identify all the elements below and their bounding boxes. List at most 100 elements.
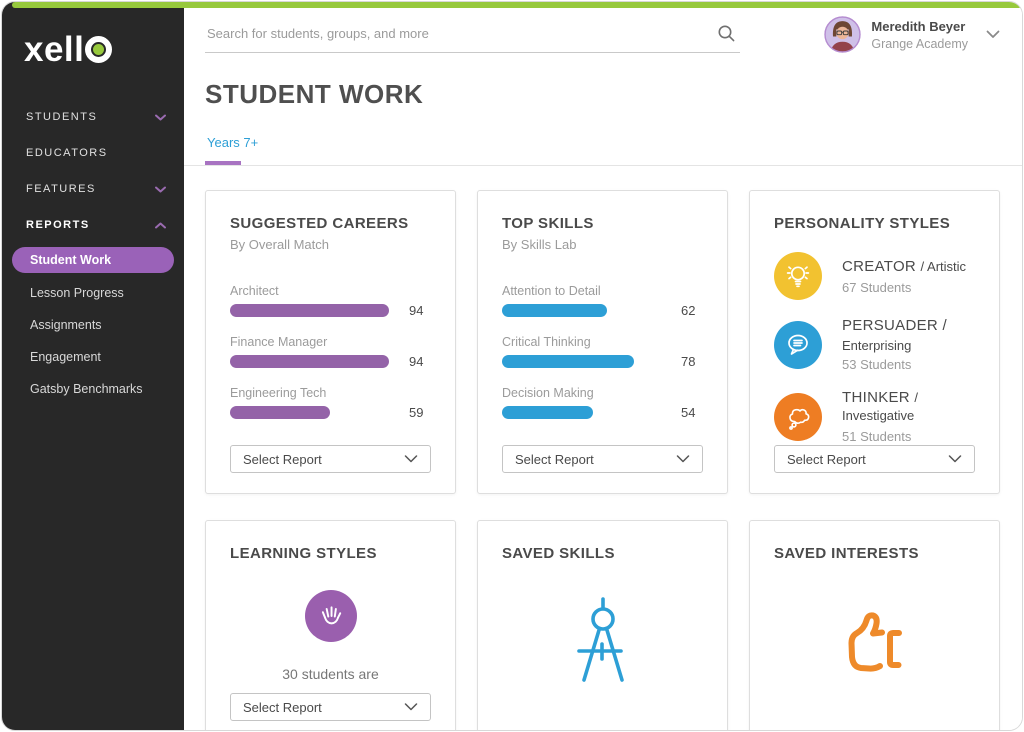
search-input[interactable] xyxy=(205,18,740,53)
bar xyxy=(230,406,330,419)
card-title: SAVED SKILLS xyxy=(502,545,615,562)
bar xyxy=(502,304,607,317)
dropdown-label: Select Report xyxy=(515,451,594,467)
hand-icon xyxy=(304,590,357,642)
logo-text: xell xyxy=(24,30,85,69)
dropdown-label: Select Report xyxy=(243,451,322,467)
select-report-dropdown[interactable]: Select Report xyxy=(502,445,703,473)
card-suggested-careers: SUGGESTED CAREERS By Overall Match Archi… xyxy=(205,190,456,494)
card-title: PERSONALITY STYLES xyxy=(774,215,951,232)
sidebar-item-lesson-progress[interactable]: Lesson Progress xyxy=(30,286,124,300)
sidebar-item-label: STUDENTS xyxy=(26,111,98,123)
card-saved-interests: SAVED INTERESTS View Report xyxy=(749,520,1000,730)
bar xyxy=(502,355,634,368)
sidebar-item-gatsby-benchmarks[interactable]: Gatsby Benchmarks xyxy=(30,382,143,396)
bar-row: Decision Making 54 xyxy=(502,386,703,420)
logo-o-icon xyxy=(85,36,113,63)
sidebar-nav: STUDENTS EDUCATORS FEATURES REPORTS Stud… xyxy=(2,99,184,405)
bar-label: Engineering Tech xyxy=(230,386,327,400)
card-subtitle: By Overall Match xyxy=(230,237,329,252)
sidebar-item-engagement[interactable]: Engagement xyxy=(30,350,101,364)
search-bar xyxy=(205,18,740,53)
sidebar: xell STUDENTS EDUCATORS FEATURES REPORTS… xyxy=(2,2,184,730)
select-report-dropdown[interactable]: Select Report xyxy=(230,693,431,721)
page-header: STUDENT WORK Years 7+ xyxy=(184,53,1022,166)
chevron-up-icon xyxy=(155,222,166,228)
dropdown-label: Select Report xyxy=(243,699,322,715)
dropdown-label: Select Report xyxy=(787,451,866,467)
select-report-dropdown[interactable]: Select Report xyxy=(230,445,431,473)
chevron-down-icon xyxy=(404,455,418,463)
select-report-dropdown[interactable]: Select Report xyxy=(774,445,975,473)
bar-value: 78 xyxy=(681,354,696,369)
bar-row: Engineering Tech 59 xyxy=(230,386,431,420)
search-icon[interactable] xyxy=(717,24,736,48)
page-title: STUDENT WORK xyxy=(205,79,424,109)
personality-count: 53 Students xyxy=(842,357,912,372)
sidebar-item-label: EDUCATORS xyxy=(26,147,108,159)
bar-row: Architect 94 xyxy=(230,284,431,318)
chevron-down-icon xyxy=(404,703,418,711)
learning-style-count: 30 students are xyxy=(282,666,379,682)
card-title: LEARNING STYLES xyxy=(230,545,377,562)
reports-subnav: Student Work Lesson Progress Assignments… xyxy=(2,243,184,405)
bar-chart: Architect 94 Finance Manager 94 Engineer… xyxy=(230,284,431,420)
bar-label: Critical Thinking xyxy=(502,335,591,349)
sidebar-item-label: REPORTS xyxy=(26,219,90,231)
bar xyxy=(502,406,594,419)
chevron-down-icon xyxy=(155,186,166,192)
bar-value: 62 xyxy=(681,303,696,318)
user-menu[interactable]: Meredith Beyer Grange Academy xyxy=(824,16,1000,53)
sidebar-item-educators[interactable]: EDUCATORS xyxy=(2,135,184,171)
sidebar-item-label: FEATURES xyxy=(26,183,96,195)
personality-count: 67 Students xyxy=(842,279,912,295)
card-top-skills: TOP SKILLS By Skills Lab Attention to De… xyxy=(477,190,728,494)
bar-label: Architect xyxy=(230,284,279,298)
tab-years-7plus[interactable]: Years 7+ xyxy=(207,135,259,150)
card-title: SUGGESTED CAREERS xyxy=(230,215,409,232)
personality-trait: Enterprising xyxy=(842,338,912,353)
bar-row: Critical Thinking 78 xyxy=(502,335,703,369)
xello-logo[interactable]: xell xyxy=(2,2,184,67)
bar-label: Decision Making xyxy=(502,386,594,400)
top-accent-bar xyxy=(12,2,1022,8)
bar-label: Finance Manager xyxy=(230,335,328,349)
tab-bar: Years 7+ xyxy=(205,134,1000,165)
personality-trait: / Investigative xyxy=(842,390,919,423)
personality-name: PERSUADER / xyxy=(842,317,947,334)
personality-row-thinker: THINKER / Investigative 51 Students xyxy=(774,389,975,444)
personality-name: CREATOR xyxy=(842,257,917,275)
thought-cloud-icon xyxy=(774,392,822,441)
bar-value: 54 xyxy=(681,405,696,420)
sidebar-item-assignments[interactable]: Assignments xyxy=(30,318,102,332)
sidebar-item-student-work[interactable]: Student Work xyxy=(12,247,174,273)
lightbulb-icon xyxy=(774,252,822,300)
chevron-down-icon xyxy=(986,26,1000,44)
card-subtitle: By Skills Lab xyxy=(502,237,577,252)
bar xyxy=(230,304,389,317)
sidebar-item-features[interactable]: FEATURES xyxy=(2,171,184,207)
bar-label: Attention to Detail xyxy=(502,284,601,298)
bar-chart: Attention to Detail 62 Critical Thinking… xyxy=(502,284,703,420)
chevron-down-icon xyxy=(948,455,962,463)
bar-value: 94 xyxy=(409,354,424,369)
bar-value: 59 xyxy=(409,405,424,420)
active-tab-indicator xyxy=(205,161,241,165)
card-title: TOP SKILLS xyxy=(502,215,594,232)
sidebar-item-reports[interactable]: REPORTS xyxy=(2,207,184,243)
speech-bubble-icon xyxy=(774,320,822,369)
personality-row-creator: CREATOR / Artistic 67 Students xyxy=(774,252,975,300)
user-name: Meredith Beyer xyxy=(871,18,966,34)
divider xyxy=(184,165,1022,166)
drafting-compass-icon xyxy=(502,594,703,686)
chevron-down-icon xyxy=(155,114,166,120)
sidebar-item-students[interactable]: STUDENTS xyxy=(2,99,184,135)
personality-trait: / Artistic xyxy=(920,258,967,274)
bar-row: Attention to Detail 62 xyxy=(502,284,703,318)
topbar: Meredith Beyer Grange Academy xyxy=(184,8,1022,53)
card-saved-skills: SAVED SKILLS View Report xyxy=(477,520,728,730)
bar-value: 94 xyxy=(409,303,424,318)
bar-row: Finance Manager 94 xyxy=(230,335,431,369)
thumbs-up-icon xyxy=(774,602,975,680)
